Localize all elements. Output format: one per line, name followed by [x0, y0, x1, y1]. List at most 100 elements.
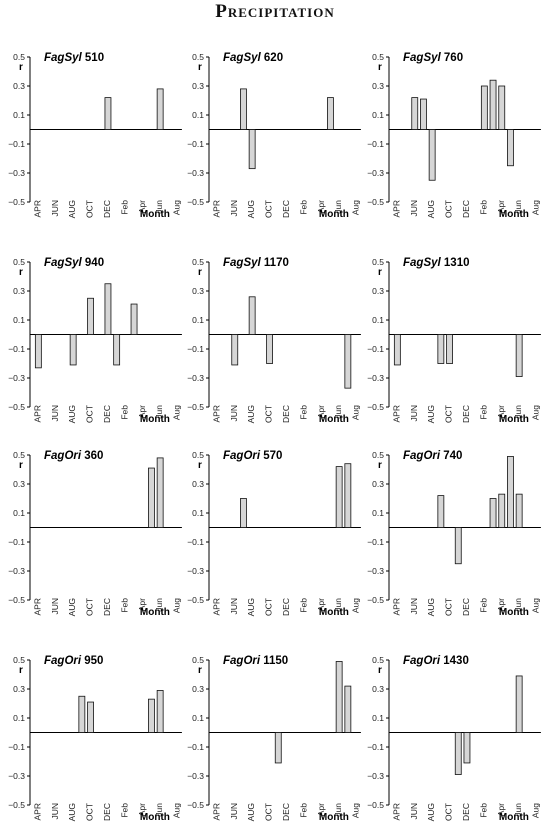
chart-9-xtick-label: Aug: [531, 598, 541, 613]
chart-7-ytick-label: 0.1: [13, 508, 25, 518]
chart-9-xtick-label: Jun: [513, 598, 523, 612]
chart-1-ytick-label: −0.5: [8, 197, 25, 207]
chart-4-xtick-label: OCT: [85, 405, 95, 423]
chart-12-xtick-label: OCT: [444, 803, 454, 821]
chart-6-xlabel: Month: [499, 414, 529, 425]
chart-10-xtick-label: DEC: [102, 803, 112, 821]
chart-9-title-species: FagOri: [403, 450, 441, 462]
chart-9-xtick-label: AUG: [426, 598, 436, 616]
chart-8-bar-Jun: [335, 466, 343, 528]
chart-12-xtick-label: DEC: [461, 803, 471, 821]
chart-3-xtick-label: APR: [391, 200, 401, 217]
chart-10-xtick-label: JUN: [50, 803, 60, 820]
chart-10-ytick-label: 0.5: [13, 655, 25, 665]
chart-8-xtick-label: OCT: [264, 598, 274, 616]
chart-4-bar-Jan: [113, 334, 121, 366]
chart-11-xtick-label: Aug: [351, 803, 361, 818]
chart-12-bar-Jun: [515, 675, 523, 733]
chart-4-ylabel: r: [19, 267, 23, 278]
chart-6-ytick-label: 0.3: [372, 286, 384, 296]
chart-11-xtick-label: JUN: [229, 803, 239, 820]
chart-5-xtick-label: Jun: [333, 405, 343, 419]
chart-3-xtick-label: Apr: [496, 200, 506, 213]
chart-5-ytick-label: 0.1: [192, 315, 204, 325]
chart-10-ytick-label: 0.1: [13, 713, 25, 723]
chart-12-xtick-label: JUN: [409, 803, 419, 820]
chart-1-ytick-label: 0.5: [13, 52, 25, 62]
chart-3-xtick-label: Aug: [531, 200, 541, 215]
chart-7-xtick-label: AUG: [67, 598, 77, 616]
chart-5-xtick-label: OCT: [264, 405, 274, 423]
chart-1-xtick-label: AUG: [67, 200, 77, 218]
chart-8-ytick-label: −0.5: [187, 595, 204, 605]
chart-11-bar-Jul: [344, 685, 352, 733]
chart-9-bar-Mar: [489, 498, 497, 528]
chart-2-bar-May: [327, 97, 334, 130]
chart-5-xtick-label: AUG: [246, 405, 256, 423]
chart-2-xtick-label: APR: [211, 200, 221, 217]
chart-8-xtick-label: Aug: [351, 598, 361, 613]
chart-8-xtick-label: Feb: [298, 598, 308, 613]
chart-2-xlabel: Month: [319, 209, 349, 220]
chart-1-xtick-label: DEC: [102, 200, 112, 218]
chart-2-title: FagSyl 620: [223, 52, 283, 64]
chart-3-bar-JUL: [420, 98, 427, 130]
chart-5-xtick-label: DEC: [281, 405, 291, 423]
chart-4-title: FagSyl 940: [44, 257, 104, 269]
chart-6-xtick-label: Apr: [496, 405, 506, 418]
chart-2-xtick-label: JUN: [229, 200, 239, 217]
chart-1-ytick-label: −0.3: [8, 168, 25, 178]
chart-11-ytick-label: 0.1: [192, 713, 204, 723]
chart-3-ytick-label: −0.3: [367, 168, 384, 178]
chart-4-bar-DEC: [104, 283, 112, 335]
chart-6-title-species: FagSyl: [403, 257, 442, 269]
chart-6-bar-Jun: [515, 334, 523, 377]
chart-6-title: FagSyl 1310: [403, 257, 470, 269]
chart-12-ytick-label: 0.1: [372, 713, 384, 723]
chart-12-ytick-label: −0.1: [367, 742, 384, 752]
chart-10-ylabel: r: [19, 665, 23, 676]
chart-1-bar-DEC: [104, 97, 112, 130]
chart-4-ytick-label: −0.5: [8, 402, 25, 412]
chart-8-ytick-label: −0.1: [187, 537, 204, 547]
chart-10-ytick-label: 0.3: [13, 684, 25, 694]
chart-2-xtick-label: Apr: [316, 200, 326, 213]
chart-5-ytick-label: 0.3: [192, 286, 204, 296]
chart-11-title-species: FagOri: [223, 655, 261, 667]
chart-5-xtick-label: APR: [211, 405, 221, 422]
chart-1-xtick-label: OCT: [85, 200, 95, 218]
chart-3-bar-AUG: [428, 129, 436, 181]
chart-10-ytick-label: −0.5: [8, 800, 25, 810]
chart-8-xtick-label: JUN: [229, 598, 239, 615]
chart-4-xtick-label: DEC: [102, 405, 112, 423]
chart-2-ylabel: r: [198, 62, 202, 73]
chart-3-bar-Apr: [498, 85, 506, 130]
chart-12-ytick-label: −0.3: [367, 771, 384, 781]
chart-4-ytick-label: 0.3: [13, 286, 25, 296]
chart-2-ytick-label: 0.5: [192, 52, 204, 62]
chart-12-xtick-label: Aug: [531, 803, 541, 818]
chart-5-xlabel: Month: [319, 414, 349, 425]
chart-2-ytick-label: −0.3: [187, 168, 204, 178]
chart-1-ytick-label: 0.3: [13, 81, 25, 91]
chart-9-ytick-label: −0.3: [367, 566, 384, 576]
chart-4-ytick-label: −0.1: [8, 344, 25, 354]
chart-7-xtick-label: Jun: [154, 598, 164, 612]
chart-11-xtick-label: APR: [211, 803, 221, 820]
chart-4-xtick-label: Aug: [172, 405, 182, 420]
chart-4-xlabel: Month: [140, 414, 170, 425]
chart-12-ylabel: r: [378, 665, 382, 676]
chart-5-bar-Jul: [344, 334, 352, 389]
chart-5-ytick-label: 0.5: [192, 257, 204, 267]
chart-7-xtick-label: Apr: [137, 598, 147, 611]
chart-9-xtick-label: APR: [391, 598, 401, 615]
chart-5-ytick-label: −0.1: [187, 344, 204, 354]
chart-11-ytick-label: 0.3: [192, 684, 204, 694]
chart-12-xtick-label: APR: [391, 803, 401, 820]
chart-3-ytick-label: 0.5: [372, 52, 384, 62]
chart-5-bar-JUN: [231, 334, 239, 366]
chart-9-ytick-label: −0.1: [367, 537, 384, 547]
chart-9-xtick-label: OCT: [444, 598, 454, 616]
chart-6-ytick-label: −0.1: [367, 344, 384, 354]
chart-5-bar-OCT: [266, 334, 273, 364]
